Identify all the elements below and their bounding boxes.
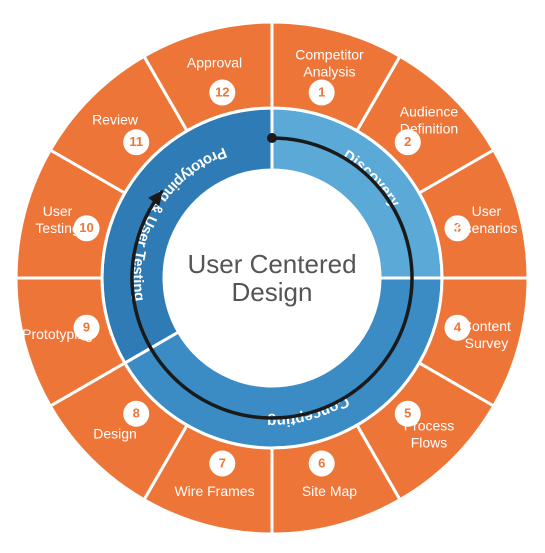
segment-label-6: Site Map	[302, 483, 357, 499]
segment-number-10: 10	[79, 220, 93, 235]
center-title-line2: Design	[232, 277, 313, 307]
segment-number-12: 12	[215, 84, 229, 99]
ucd-wheel-diagram: DiscoveryConceptingPrototyping & User Te…	[0, 0, 545, 553]
segment-label-2-l2: Definition	[400, 121, 458, 137]
segment-label-2-l1: Audience	[400, 104, 459, 120]
segment-label-1-l2: Analysis	[303, 63, 355, 79]
segment-number-7: 7	[219, 455, 226, 470]
segment-label-1-l1: Competitor	[295, 46, 364, 62]
segment-label-5-l2: Flows	[411, 435, 448, 451]
segment-label-4-l1: Content	[462, 318, 511, 334]
segment-number-4: 4	[454, 320, 462, 335]
segment-label-3-l1: User	[472, 203, 502, 219]
segment-label-3-l2: Scenarios	[455, 220, 517, 236]
segment-label-8: Design	[93, 426, 137, 442]
segment-number-11: 11	[129, 134, 143, 149]
segment-number-1: 1	[318, 84, 325, 99]
segment-label-5-l1: Process	[404, 418, 455, 434]
segment-label-10-l1: User	[43, 203, 73, 219]
cycle-arrow-start-dot	[267, 133, 277, 143]
segment-label-4-l2: Survey	[465, 335, 509, 351]
center-title-line1: User Centered	[187, 249, 356, 279]
segment-label-9: Prototyping	[22, 326, 93, 342]
segment-label-12: Approval	[187, 54, 242, 70]
segment-number-6: 6	[318, 455, 325, 470]
segment-label-7: Wire Frames	[174, 483, 254, 499]
segment-label-10-l2: Testing	[35, 220, 79, 236]
segment-label-11: Review	[92, 112, 139, 128]
segment-number-8: 8	[133, 406, 140, 421]
